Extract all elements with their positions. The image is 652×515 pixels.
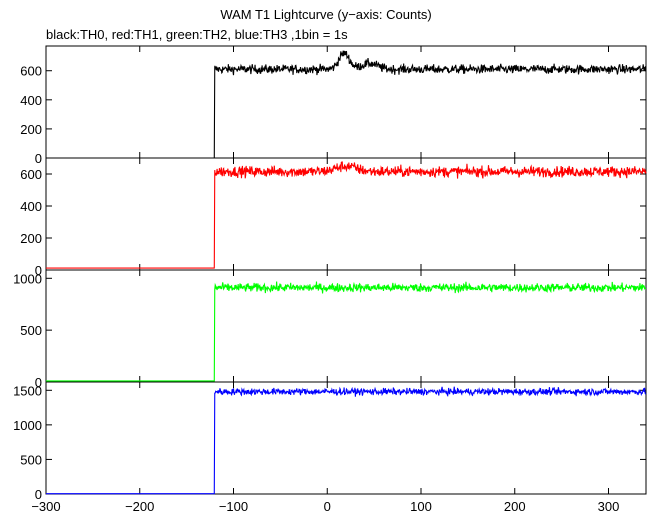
y-tick-label-th3: 0	[35, 487, 42, 502]
y-tick-label-th1: 200	[20, 231, 42, 246]
x-tick-label: 300	[598, 499, 620, 514]
y-tick-label-th0: 600	[20, 64, 42, 79]
chart-subtitle: black:TH0, red:TH1, green:TH2, blue:TH3 …	[46, 27, 348, 42]
series-line-th3	[46, 386, 647, 495]
y-tick-label-th0: 200	[20, 122, 42, 137]
chart-title: WAM T1 Lightcurve (y−axis: Counts)	[220, 7, 432, 22]
y-tick-label-th2: 0	[35, 375, 42, 390]
x-tick-label: 0	[324, 499, 331, 514]
y-tick-label-th3: 500	[20, 452, 42, 467]
panel-frame-th3	[45, 381, 647, 495]
y-tick-label-th2: 500	[20, 323, 42, 338]
y-tick-label-th1: 600	[20, 167, 42, 182]
y-tick-label-th3: 1000	[13, 418, 42, 433]
x-tick-label: 100	[410, 499, 432, 514]
series-line-th1	[46, 161, 647, 269]
y-tick-label-th0: 0	[35, 151, 42, 166]
panel-frame-th0	[45, 45, 647, 159]
y-tick-label-th1: 400	[20, 199, 42, 214]
y-tick-label-th1: 0	[35, 263, 42, 278]
series-line-th2	[46, 281, 647, 382]
x-tick-label: −100	[219, 499, 248, 514]
x-tick-label: −300	[31, 499, 60, 514]
y-tick-label-th2: 1000	[13, 271, 42, 286]
y-tick-label-th0: 400	[20, 93, 42, 108]
x-tick-label: −200	[125, 499, 154, 514]
y-tick-label-th3: 1500	[13, 383, 42, 398]
x-tick-label: 200	[504, 499, 526, 514]
series-line-th0	[46, 50, 647, 159]
